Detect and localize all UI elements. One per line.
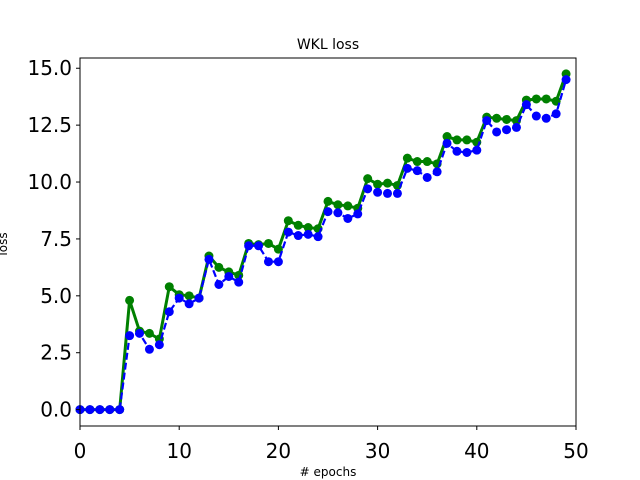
series-1-point xyxy=(263,238,273,248)
series-1-point xyxy=(402,153,412,163)
series-1-point xyxy=(373,179,383,189)
series-2-point xyxy=(95,405,105,415)
series-2-point xyxy=(402,163,412,173)
series-2-point xyxy=(115,405,125,415)
series-2-point xyxy=(442,138,452,148)
series-2-point xyxy=(313,232,323,242)
series-2-point xyxy=(561,75,571,85)
y-tick-label: 15.0 xyxy=(27,56,72,80)
series-2-point xyxy=(244,241,254,251)
series-1-point xyxy=(343,201,353,211)
y-tick-label: 0.0 xyxy=(40,398,72,422)
y-tick-label: 10.0 xyxy=(27,170,72,194)
series-2-point xyxy=(154,340,164,350)
series-1-point xyxy=(511,116,521,126)
series-2-point xyxy=(323,207,333,217)
series-1-point xyxy=(214,262,224,272)
series-2-point xyxy=(363,184,373,194)
series-2-point xyxy=(273,257,283,267)
series-2-point xyxy=(373,187,383,197)
series-1-point xyxy=(531,94,541,104)
series-2-point xyxy=(343,213,353,223)
series-2-point xyxy=(283,227,293,237)
x-tick-label: 40 xyxy=(464,439,489,463)
series-2-point xyxy=(194,293,204,303)
series-1-point xyxy=(293,220,303,230)
y-tick-label: 12.5 xyxy=(27,113,72,137)
series-2-point xyxy=(541,113,551,123)
series-2-point xyxy=(432,167,442,177)
series-1-point xyxy=(541,94,551,104)
x-axis-ticks: 0 10 20 30 40 50 xyxy=(74,426,589,463)
series-2-point xyxy=(333,208,343,218)
y-axis-ticks: 0.0 2.5 5.0 7.5 10.0 12.5 15.0 xyxy=(27,56,80,422)
series-2-point xyxy=(214,279,224,289)
series-2-point xyxy=(263,257,273,267)
series-2-point xyxy=(204,254,214,264)
series-2-point xyxy=(521,100,531,110)
x-tick-label: 10 xyxy=(166,439,191,463)
series-layer xyxy=(75,69,571,415)
series-2-point xyxy=(502,125,512,135)
series-1-point xyxy=(422,157,432,167)
series-2-line xyxy=(80,79,568,411)
series-2-point xyxy=(144,344,154,354)
series-1-point xyxy=(492,113,502,123)
series-2-point xyxy=(353,209,363,219)
series-2-point xyxy=(482,116,492,126)
series-1-point xyxy=(283,216,293,226)
series-1-point xyxy=(273,244,283,254)
series-2-point xyxy=(383,188,393,198)
x-axis-label: # epochs xyxy=(300,465,357,479)
series-2-point xyxy=(303,229,313,239)
series-1-point xyxy=(412,157,422,167)
series-1-point xyxy=(383,178,393,188)
series-2-point xyxy=(105,405,115,415)
y-tick-label: 7.5 xyxy=(40,227,72,251)
y-axis-label: loss xyxy=(0,232,10,255)
series-1-point xyxy=(452,135,462,145)
series-2-point xyxy=(422,172,432,182)
series-2-point xyxy=(392,188,402,198)
series-2-point xyxy=(531,111,541,121)
series-1-point xyxy=(442,132,452,142)
series-1-point xyxy=(125,295,135,305)
series-2-point xyxy=(551,109,561,119)
series-2-point xyxy=(135,328,145,338)
x-tick-label: 50 xyxy=(563,439,588,463)
chart-title: WKL loss xyxy=(297,37,359,53)
series-2-point xyxy=(293,231,303,241)
series-2-point xyxy=(164,307,174,317)
series-2-point xyxy=(184,299,194,309)
series-1-point xyxy=(164,282,174,292)
series-2-point xyxy=(412,166,422,176)
plot-frame xyxy=(79,57,577,427)
x-tick-label: 0 xyxy=(74,439,87,463)
series-1-point xyxy=(363,174,373,184)
series-2-point xyxy=(462,147,472,157)
series-1-point xyxy=(323,196,333,206)
y-tick-label: 5.0 xyxy=(40,284,72,308)
series-1-point xyxy=(144,328,154,338)
series-2-point xyxy=(511,122,521,132)
series-1-point xyxy=(462,135,472,145)
series-2-point xyxy=(174,293,184,303)
series-2-point xyxy=(472,145,482,155)
series-1-point xyxy=(303,223,313,233)
series-2-point xyxy=(492,127,502,137)
series-2-point xyxy=(254,241,264,251)
x-tick-label: 30 xyxy=(365,439,390,463)
series-2-point xyxy=(85,405,95,415)
y-tick-label: 2.5 xyxy=(40,341,72,365)
series-1-point xyxy=(502,114,512,124)
x-tick-label: 20 xyxy=(266,439,291,463)
series-2-point xyxy=(125,331,135,341)
series-2-point xyxy=(224,271,234,281)
series-2-point xyxy=(234,277,244,287)
series-1-point xyxy=(333,200,343,210)
series-1-point xyxy=(184,291,194,301)
series-2-point xyxy=(452,146,462,156)
